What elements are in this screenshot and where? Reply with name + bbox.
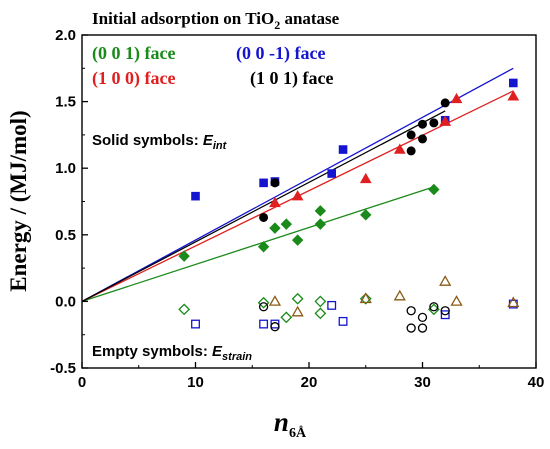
data-points <box>178 78 520 333</box>
data-point <box>259 178 268 188</box>
annotation-solid-sub: int <box>213 140 228 152</box>
fit-line <box>81 110 446 302</box>
data-point <box>327 169 336 178</box>
chart-title: Initial adsorption on TiO2 anatase <box>92 9 340 32</box>
data-point <box>406 130 416 140</box>
data-point <box>327 300 337 310</box>
data-point <box>269 222 281 234</box>
fit-line <box>81 186 435 303</box>
data-point <box>406 323 416 333</box>
data-point <box>418 134 427 144</box>
data-point <box>360 209 372 221</box>
data-point <box>417 312 428 323</box>
data-point <box>439 275 452 286</box>
axis-ticks: 0 10 20 30 40 -0.5 0.0 0.5 1.0 1.5 2.0 <box>50 27 544 391</box>
data-point <box>359 292 372 304</box>
data-point <box>440 310 450 320</box>
y-tick-label: 0.5 <box>55 227 76 244</box>
x-tick-label: 10 <box>187 374 204 391</box>
legend-entry-101: (1 0 1) face <box>250 68 333 89</box>
data-point <box>291 305 304 317</box>
data-point <box>393 289 406 301</box>
legend-entry-100: (1 0 0) face <box>92 68 175 89</box>
data-point <box>406 146 416 156</box>
annotation-empty-var: E <box>212 343 223 360</box>
data-point <box>191 319 200 329</box>
annotation-empty-text: Empty symbols: <box>92 343 212 360</box>
data-point <box>259 212 269 222</box>
data-point <box>191 191 200 201</box>
y-axis-label: Energy / (MJ/mol) <box>6 110 31 291</box>
x-tick-label: 30 <box>414 374 431 391</box>
data-point <box>257 296 270 309</box>
y-tick-label: 0.0 <box>55 293 76 310</box>
y-tick-label: 1.5 <box>55 94 76 111</box>
chart-title-sub: 2 <box>274 18 280 32</box>
data-point <box>269 196 281 208</box>
data-point <box>418 119 427 129</box>
data-point <box>178 303 191 316</box>
data-point <box>417 323 428 333</box>
y-tick-label: 2.0 <box>55 27 76 44</box>
data-point <box>450 295 463 306</box>
data-point <box>393 143 406 154</box>
data-point <box>257 241 270 253</box>
data-point <box>429 118 439 128</box>
annotation-solid-text: Solid symbols: <box>92 132 203 149</box>
data-point <box>509 78 518 88</box>
data-point <box>291 292 304 305</box>
data-point <box>314 205 327 217</box>
data-point <box>270 322 280 332</box>
legend: (0 0 1) face (0 0 -1) face (1 0 0) face … <box>92 43 333 89</box>
x-tick-label: 20 <box>301 374 318 391</box>
data-point <box>178 250 190 262</box>
data-point <box>439 115 452 126</box>
annotation-empty-symbols: Empty symbols: Estrain <box>92 343 252 363</box>
annotation-solid-var: E <box>203 132 214 149</box>
chart-title-rest: anatase <box>280 9 339 28</box>
data-point <box>338 145 348 154</box>
data-point <box>428 183 440 196</box>
data-point <box>450 92 463 104</box>
x-axis-label-main: n <box>274 407 289 437</box>
data-point <box>314 218 327 230</box>
annotation-empty-sub: strain <box>222 351 252 363</box>
legend-entry-001: (0 0 1) face <box>92 43 175 64</box>
data-point <box>314 307 327 320</box>
data-point <box>507 90 520 101</box>
chart-title-main: Initial adsorption on TiO <box>92 9 274 28</box>
y-tick-label: 1.0 <box>55 160 76 177</box>
data-point <box>429 302 439 312</box>
annotation-solid-symbols: Solid symbols: Eint <box>92 132 228 152</box>
data-point <box>359 292 372 305</box>
data-point <box>291 234 304 246</box>
x-tick-label: 40 <box>528 374 545 391</box>
legend-entry-00m1: (0 0 -1) face <box>236 43 325 64</box>
data-point <box>268 295 282 306</box>
fit-line <box>81 67 514 302</box>
data-point <box>291 190 304 201</box>
data-point <box>258 302 269 312</box>
y-tick-label: -0.5 <box>50 360 76 377</box>
data-point <box>359 172 372 184</box>
data-point <box>406 306 416 316</box>
data-point <box>338 316 348 326</box>
data-point <box>314 295 327 308</box>
data-point <box>259 319 269 329</box>
x-tick-label: 0 <box>78 374 86 391</box>
data-point <box>270 178 280 188</box>
x-axis-label-sub: 6Å <box>289 425 307 441</box>
x-axis-label: n6Å <box>274 407 307 441</box>
data-point <box>440 98 450 108</box>
data-point <box>440 306 450 316</box>
data-point <box>280 311 293 324</box>
data-point <box>280 218 293 230</box>
data-point <box>507 296 520 308</box>
